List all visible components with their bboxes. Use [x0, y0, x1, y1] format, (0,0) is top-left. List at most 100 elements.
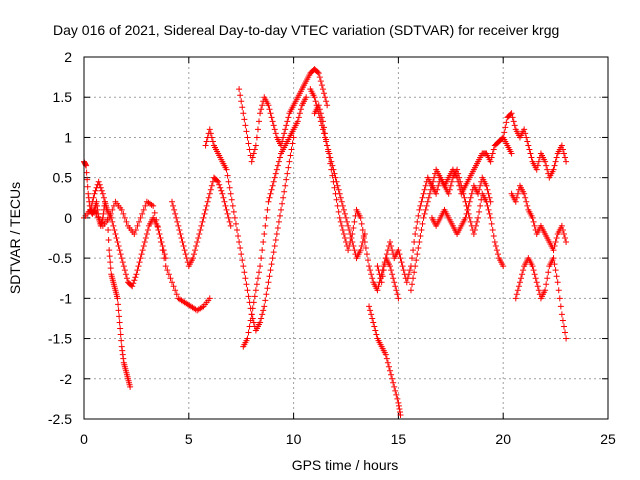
data-point-interp [390, 379, 397, 386]
data-point-interp [243, 128, 250, 135]
data-point [248, 158, 255, 165]
data-point-interp [208, 182, 215, 189]
data-point [95, 178, 102, 185]
data-point-interp [239, 257, 246, 264]
data-point-interp [413, 224, 420, 231]
data-point-interp [389, 247, 396, 254]
data-point [563, 335, 570, 342]
data-point [529, 214, 536, 221]
data-point-interp [534, 283, 541, 290]
data-point [106, 247, 113, 254]
data-point-interp [264, 285, 271, 292]
data-point-interp [225, 178, 232, 185]
data-point-interp [203, 138, 210, 145]
data-point [269, 255, 276, 262]
data-point-interp [531, 222, 538, 229]
data-point-interp [253, 134, 260, 141]
data-point-interp [467, 218, 474, 225]
data-point-interp [515, 283, 522, 290]
data-point-interp [514, 287, 521, 294]
data-point-interp [395, 402, 402, 409]
data-point-interp [161, 255, 168, 262]
data-point [487, 214, 494, 221]
data-point-interp [394, 395, 401, 402]
data-point-interp [360, 232, 367, 239]
data-point-interp [144, 226, 151, 233]
data-point-interp [334, 182, 341, 189]
data-point-interp [121, 267, 128, 274]
data-point [91, 190, 98, 197]
data-point-interp [339, 202, 346, 209]
data-point-interp [271, 174, 278, 181]
data-point-interp [267, 110, 274, 117]
data-point-interp [109, 206, 116, 213]
data-point-interp [501, 129, 508, 136]
data-point-interp [552, 158, 559, 165]
data-point-interp [503, 119, 510, 126]
data-point [118, 343, 125, 350]
y-tick-label: 1.5 [53, 89, 73, 105]
data-point-interp [138, 251, 145, 258]
data-point-interp [347, 239, 354, 246]
data-point-interp [157, 235, 164, 241]
data-point [127, 383, 134, 390]
data-point [244, 134, 251, 141]
data-point [550, 255, 557, 262]
data-point [319, 118, 326, 125]
data-point-interp [456, 182, 463, 189]
data-point-interp [385, 363, 392, 370]
data-point-interp [471, 226, 478, 233]
data-point-interp [492, 243, 499, 250]
data-point-interp [167, 275, 174, 282]
x-tick-label: 10 [286, 431, 302, 447]
data-point [129, 283, 136, 290]
data-point-interp [281, 188, 288, 195]
data-point-interp [203, 202, 210, 209]
data-point-interp [139, 247, 146, 254]
data-point-interp [207, 130, 214, 137]
series-sat-o [508, 182, 570, 254]
data-point-interp [165, 271, 172, 278]
data-point-interp [346, 226, 353, 233]
data-point [533, 166, 540, 173]
data-point-interp [562, 154, 569, 161]
data-point [278, 206, 285, 213]
data-point-interp [312, 98, 319, 105]
data-point-interp [323, 98, 330, 105]
data-point-interp [218, 187, 225, 194]
data-point-interp [246, 146, 253, 153]
data-point-interp [524, 138, 531, 145]
data-point-interp [235, 232, 242, 239]
data-point-interp [136, 259, 143, 266]
series-sat-f [236, 66, 331, 165]
data-point [273, 230, 280, 237]
data-point-interp [164, 267, 171, 274]
data-point-interp [107, 210, 114, 217]
data-point-interp [338, 222, 345, 229]
data-point-interp [418, 226, 425, 233]
data-point-interp [242, 122, 249, 129]
data-point [361, 239, 368, 246]
data-point [395, 295, 402, 302]
data-point [454, 174, 461, 181]
data-point [554, 279, 561, 286]
data-point-interp [346, 243, 353, 250]
data-point-interp [130, 280, 137, 287]
data-point-interp [100, 210, 107, 217]
data-point-interp [268, 186, 275, 193]
data-point-interp [84, 176, 91, 183]
data-point-interp [383, 251, 390, 258]
data-point [324, 102, 331, 109]
data-point [332, 190, 339, 197]
data-point-interp [351, 247, 358, 254]
data-point [93, 210, 100, 217]
data-point-interp [94, 202, 101, 209]
data-point [558, 142, 565, 149]
data-point-interp [474, 218, 480, 225]
data-point [395, 247, 402, 254]
data-point-interp [410, 247, 417, 254]
data-point-interp [111, 226, 118, 233]
data-point-interp [118, 337, 125, 344]
data-point-interp [552, 239, 559, 246]
data-point-interp [175, 222, 182, 229]
